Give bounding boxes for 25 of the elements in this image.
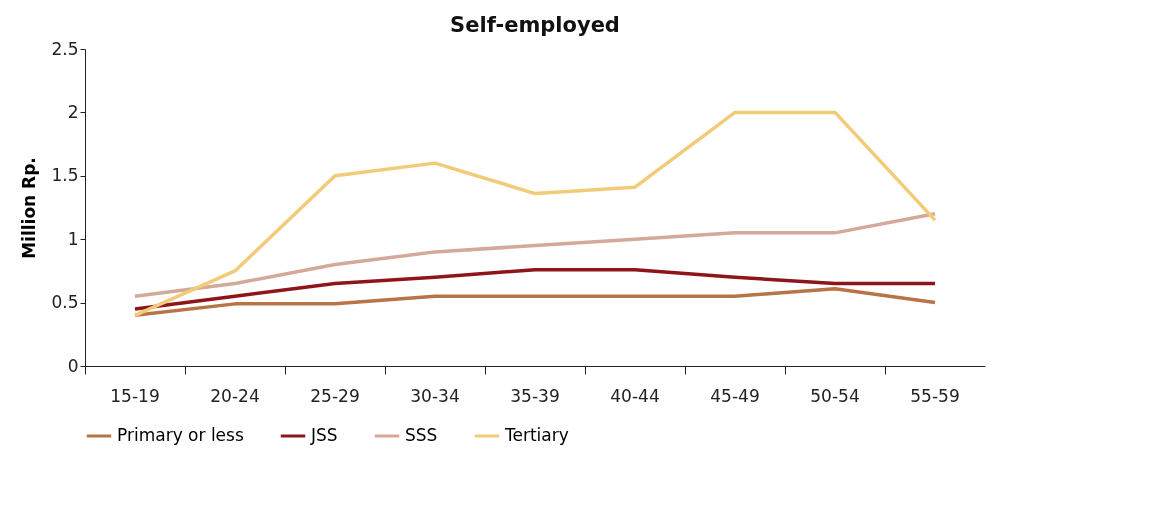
x-tick-label: 40-44 <box>610 385 660 406</box>
chart-title: Self-employed <box>450 13 620 37</box>
line-series <box>133 212 937 299</box>
y-axis-title: Million Rp. <box>19 157 40 259</box>
x-tick-label: 15-19 <box>110 385 160 406</box>
x-tick-label: 30-34 <box>410 385 460 406</box>
legend-label: Primary or less <box>117 425 244 445</box>
x-tick-label: 25-29 <box>310 385 360 406</box>
legend-label: Tertiary <box>504 425 569 445</box>
y-tick-label: 2.5 <box>51 38 79 59</box>
line-series <box>133 110 937 318</box>
x-tick-label: 50-54 <box>810 385 860 406</box>
y-tick-label: 1 <box>67 228 79 249</box>
legend-label: SSS <box>405 425 438 445</box>
x-tick-label: 45-49 <box>710 385 760 406</box>
y-tick-label: 1.5 <box>51 165 79 186</box>
y-tick-label: 0 <box>67 355 79 376</box>
legend-label: JSS <box>310 425 338 445</box>
y-tick-label: 0.5 <box>51 292 79 313</box>
line-series <box>133 286 937 318</box>
y-tick-label: 2 <box>67 101 79 122</box>
x-tick-label: 55-59 <box>910 385 960 406</box>
line-series <box>133 267 937 311</box>
x-tick-label: 20-24 <box>210 385 260 406</box>
x-tick-label: 35-39 <box>510 385 560 406</box>
